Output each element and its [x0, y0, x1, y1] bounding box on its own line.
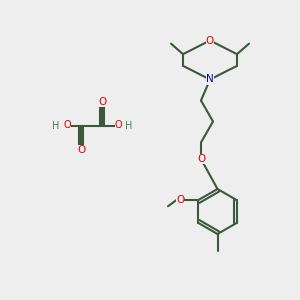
Text: O: O: [64, 120, 71, 130]
Text: O: O: [176, 195, 184, 205]
Text: O: O: [197, 154, 205, 164]
Text: O: O: [206, 35, 214, 46]
Text: H: H: [125, 121, 133, 131]
Text: N: N: [206, 74, 214, 85]
Text: O: O: [115, 120, 122, 130]
Text: O: O: [98, 97, 106, 107]
Text: O: O: [77, 145, 85, 155]
Text: H: H: [52, 121, 59, 131]
